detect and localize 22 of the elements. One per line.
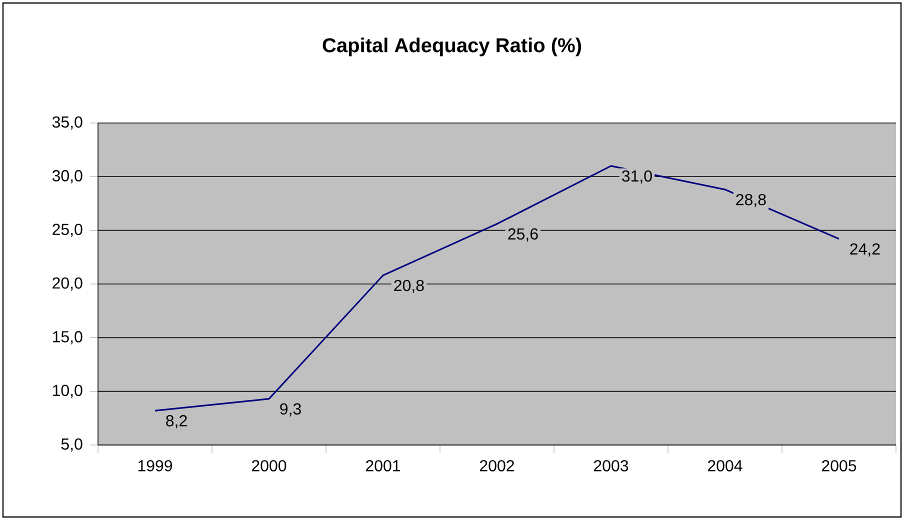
y-tick-label: 15,0 [53, 331, 82, 344]
data-label: 9,3 [280, 403, 301, 416]
y-tick-label: 30,0 [52, 170, 82, 184]
y-tick-label: 20,0 [52, 277, 82, 291]
y-tick-label: 25,0 [52, 224, 82, 237]
x-tick-label: 2002 [480, 460, 514, 472]
x-tick-label: 1999 [138, 460, 172, 472]
data-label: 31,0 [622, 170, 652, 184]
data-label: 24,2 [850, 243, 880, 257]
x-tick-label: 2005 [822, 460, 856, 472]
x-tick-label: 2003 [594, 460, 628, 472]
y-tick-label: 5,0 [61, 438, 82, 452]
x-tick-label: 2004 [708, 460, 742, 472]
data-label: 8,2 [166, 415, 187, 428]
data-label: 20,8 [394, 280, 424, 294]
chart-title: Capital Adequacy Ratio (%) [322, 38, 582, 56]
x-tick-label: 2001 [366, 460, 400, 472]
data-label: 25,6 [508, 228, 538, 242]
x-tick-label: 2000 [252, 460, 286, 472]
y-tick-label: 10,0 [53, 384, 82, 398]
y-tick-label: 35,0 [52, 116, 82, 130]
data-label: 28,8 [736, 194, 766, 208]
